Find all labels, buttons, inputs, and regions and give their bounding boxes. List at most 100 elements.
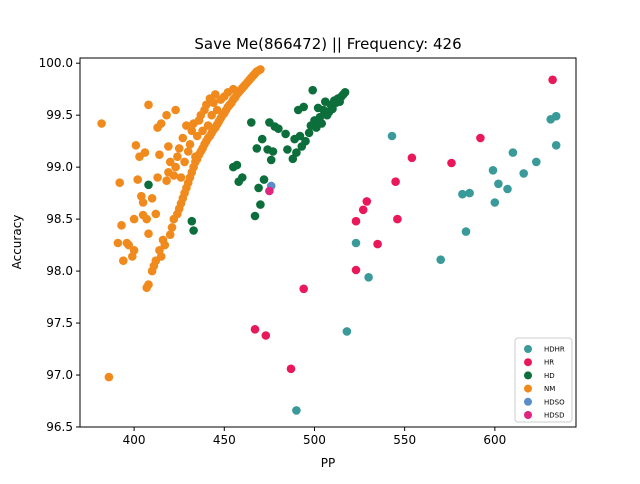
point-nm bbox=[182, 121, 191, 130]
point-hr bbox=[548, 75, 557, 85]
point-nm bbox=[171, 105, 180, 115]
y-tick-label: 96.5 bbox=[46, 420, 73, 434]
point-nm bbox=[169, 171, 179, 180]
point-hdhr bbox=[494, 179, 503, 189]
point-nm bbox=[119, 256, 128, 266]
point-hdhr bbox=[387, 131, 397, 141]
point-hr bbox=[261, 331, 271, 340]
point-nm bbox=[171, 162, 180, 172]
legend-marker-hd bbox=[524, 371, 532, 380]
legend: HDHR HR HD NM HDSO HDSD bbox=[514, 337, 573, 423]
point-hdhr bbox=[461, 227, 471, 236]
point-nm bbox=[124, 240, 133, 250]
point-hd bbox=[340, 88, 350, 97]
legend-items: HDHR HR HD NM HDSO HDSD bbox=[524, 345, 565, 420]
point-nm bbox=[160, 240, 170, 250]
point-hd bbox=[144, 180, 153, 190]
point-hr bbox=[358, 205, 368, 215]
point-nm bbox=[165, 230, 175, 239]
point-nm bbox=[138, 198, 148, 207]
point-hr bbox=[391, 177, 400, 186]
point-hdhr bbox=[519, 169, 528, 178]
y-tick-label: 99.0 bbox=[46, 160, 73, 174]
point-hdhr bbox=[551, 141, 561, 150]
point-hd bbox=[252, 144, 262, 153]
point-hd bbox=[317, 119, 327, 128]
point-hdhr bbox=[503, 184, 512, 194]
point-hdhr bbox=[508, 148, 518, 157]
point-nm bbox=[211, 90, 220, 99]
point-hr bbox=[351, 265, 361, 275]
point-hdhr bbox=[364, 273, 373, 282]
point-hd bbox=[247, 118, 256, 127]
point-hr bbox=[286, 364, 296, 374]
point-nm bbox=[144, 229, 153, 238]
point-hd bbox=[268, 147, 278, 156]
point-nm bbox=[183, 147, 193, 156]
point-nm bbox=[156, 252, 166, 261]
point-hdhr bbox=[488, 166, 498, 175]
point-hr bbox=[393, 214, 402, 224]
plot-area-frame bbox=[79, 57, 577, 428]
point-nm bbox=[144, 280, 153, 289]
point-nm bbox=[212, 105, 222, 115]
point-nm bbox=[144, 100, 153, 110]
point-hd bbox=[189, 226, 198, 235]
y-axis-label: Accuracy bbox=[10, 215, 24, 270]
point-nm bbox=[129, 246, 139, 255]
point-nm bbox=[151, 209, 161, 219]
point-hr bbox=[373, 239, 382, 249]
point-nm bbox=[180, 157, 189, 167]
point-nm bbox=[167, 223, 177, 232]
point-hdhr bbox=[551, 111, 561, 121]
point-nm bbox=[209, 98, 218, 107]
point-hd bbox=[283, 145, 292, 154]
y-tick-label: 98.0 bbox=[46, 264, 73, 278]
point-hd bbox=[266, 155, 276, 165]
point-hr bbox=[407, 153, 417, 163]
point-hd bbox=[257, 134, 267, 144]
point-nm bbox=[256, 65, 265, 74]
legend-label-hr: HR bbox=[544, 359, 554, 367]
points-layer bbox=[97, 65, 561, 415]
point-hd bbox=[254, 183, 263, 193]
legend-label-hd: HD bbox=[544, 372, 555, 380]
point-hd bbox=[301, 136, 310, 146]
legend-marker-hdsd bbox=[524, 411, 532, 419]
point-hd bbox=[259, 175, 269, 184]
point-nm bbox=[156, 119, 166, 128]
legend-label-nm: NM bbox=[544, 385, 555, 393]
point-hdhr bbox=[490, 198, 500, 207]
point-nm bbox=[192, 131, 202, 141]
point-nm bbox=[115, 178, 124, 187]
legend-marker-hdhr bbox=[524, 345, 532, 353]
point-hr bbox=[299, 284, 309, 294]
point-hr bbox=[476, 133, 485, 143]
point-nm bbox=[176, 173, 186, 182]
point-hd bbox=[308, 85, 318, 95]
point-nm bbox=[202, 100, 211, 110]
point-nm bbox=[129, 214, 139, 224]
point-hdhr bbox=[458, 189, 467, 199]
point-hdhr bbox=[342, 327, 352, 336]
point-nm bbox=[174, 144, 184, 153]
point-nm bbox=[185, 140, 195, 149]
point-nm bbox=[153, 173, 162, 182]
y-tick-label: 97.0 bbox=[46, 368, 73, 382]
point-hd bbox=[256, 200, 265, 209]
x-tick-label: 450 bbox=[213, 433, 236, 447]
point-hdhr bbox=[436, 255, 446, 264]
point-hd bbox=[292, 148, 301, 157]
y-tick-label: 99.5 bbox=[46, 108, 73, 122]
point-hr bbox=[351, 216, 361, 226]
point-hd bbox=[288, 154, 298, 164]
x-tick-label: 400 bbox=[123, 433, 146, 447]
point-hd bbox=[304, 128, 314, 138]
point-hdhr bbox=[351, 238, 361, 248]
legend-label-hdso: HDSO bbox=[544, 398, 565, 406]
x-tick-label: 550 bbox=[393, 433, 416, 447]
point-hd bbox=[299, 102, 309, 112]
legend-marker-hr bbox=[524, 358, 532, 367]
point-nm bbox=[155, 150, 164, 159]
